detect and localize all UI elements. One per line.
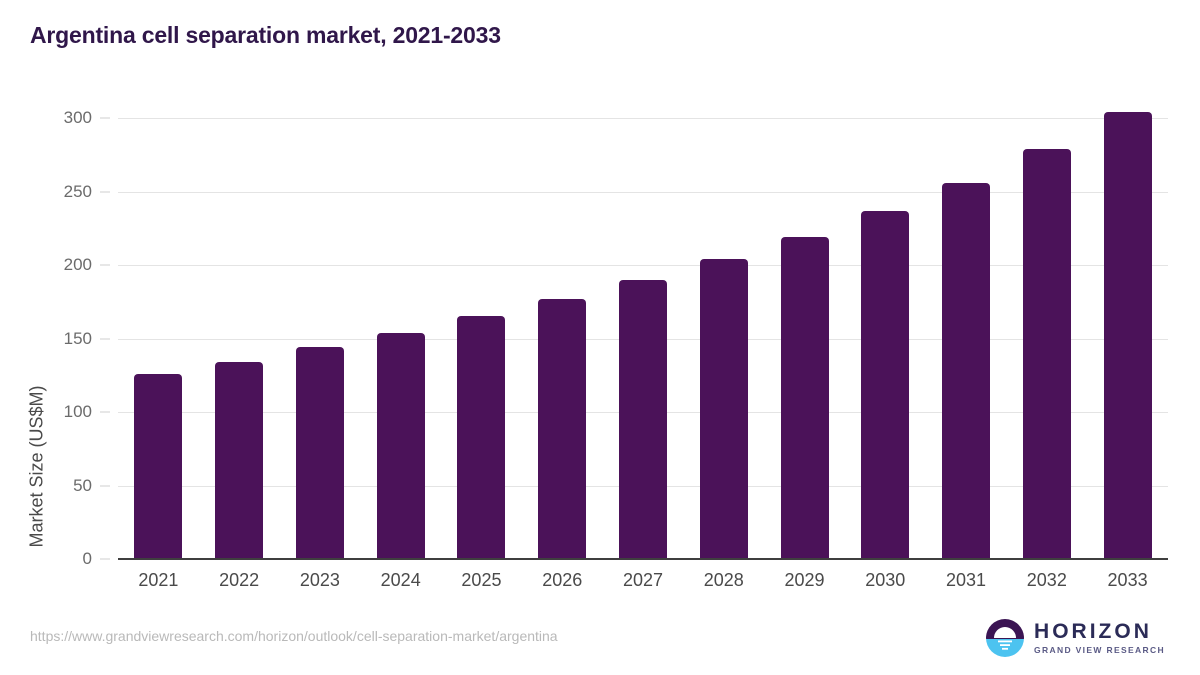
y-tick-label: 250 [63,181,92,201]
y-tick-label: 300 [63,108,92,127]
y-tick-mark [100,338,110,339]
bar-2031[interactable] [942,182,991,559]
logo-text: HORIZON GRAND VIEW RESEARCH [1034,621,1165,655]
bar-slot [360,118,441,559]
bar-2030[interactable] [861,210,910,559]
x-tick-label: 2028 [703,570,744,590]
x-tick-label: 2030 [865,570,906,590]
x-tick-label: 2031 [946,570,987,590]
page-title: Argentina cell separation market, 2021-2… [30,22,501,48]
x-axis-line [118,558,1168,560]
y-tick-mark [100,191,110,192]
y-axis: Market Size (US$M) 0 50 100 150 200 250 300 [0,108,110,568]
bar-2022[interactable] [215,362,264,559]
x-tick-label: 2025 [461,570,502,590]
x-tick-label: 2027 [622,570,663,590]
logo-subtitle: GRAND VIEW RESEARCH [1034,645,1165,656]
x-tick-label: 2032 [1026,570,1067,590]
y-tick-label: 100 [63,402,92,421]
bar-slot [1087,112,1168,559]
bar-2024[interactable] [376,332,425,559]
x-tick-label: 2029 [784,570,825,590]
y-tick-label: 50 [73,475,92,495]
x-tick-label: 2024 [380,570,421,590]
bar-2021[interactable] [134,373,183,559]
bar-slot [118,118,199,559]
x-tick-label: 2021 [138,570,179,590]
bar-2025[interactable] [457,316,506,559]
bar-slot [683,118,764,559]
horizon-sun-circle-icon [986,619,1025,657]
y-tick-mark [100,485,110,486]
source-url[interactable]: https://www.grandviewresearch.com/horizo… [30,628,558,644]
logo-name: HORIZON [1034,620,1152,644]
bar-slot [441,118,522,559]
brand-logo: HORIZON GRAND VIEW RESEARCH [985,618,1165,658]
y-tick-label: 200 [63,255,92,274]
bar-2026[interactable] [538,298,587,559]
bar-2028[interactable] [699,259,748,559]
bar-2032[interactable] [1022,148,1071,559]
bar-slot [845,118,926,559]
x-tick-label: 2023 [299,570,340,590]
x-tick-label: 2033 [1107,570,1148,590]
bar-slot [926,118,1007,559]
x-tick-label: 2026 [542,570,583,590]
bar-series [118,112,1168,559]
y-tick-mark [100,117,110,119]
x-tick-label: 2022 [219,570,260,590]
y-axis-title: Market Size (US$M) [26,385,47,548]
x-axis-labels: 2021 2022 2023 2024 2025 2026 2027 2028 2029 2030… [118,570,1168,591]
y-tick-mark [100,264,110,266]
bar-2023[interactable] [295,347,344,559]
plot-area [118,112,1168,560]
bar-2029[interactable] [780,237,829,559]
bar-slot [603,118,684,559]
bar-slot [199,118,280,559]
y-tick-label: 0 [82,549,92,568]
bar-slot [280,118,361,559]
y-tick-mark [100,558,110,560]
bar-2033[interactable] [1103,112,1152,559]
y-tick-mark [100,411,110,413]
bar-slot [1006,118,1087,559]
bar-slot [522,118,603,559]
bar-2027[interactable] [618,279,667,559]
bar-slot [764,118,845,559]
y-tick-label: 150 [63,328,92,348]
